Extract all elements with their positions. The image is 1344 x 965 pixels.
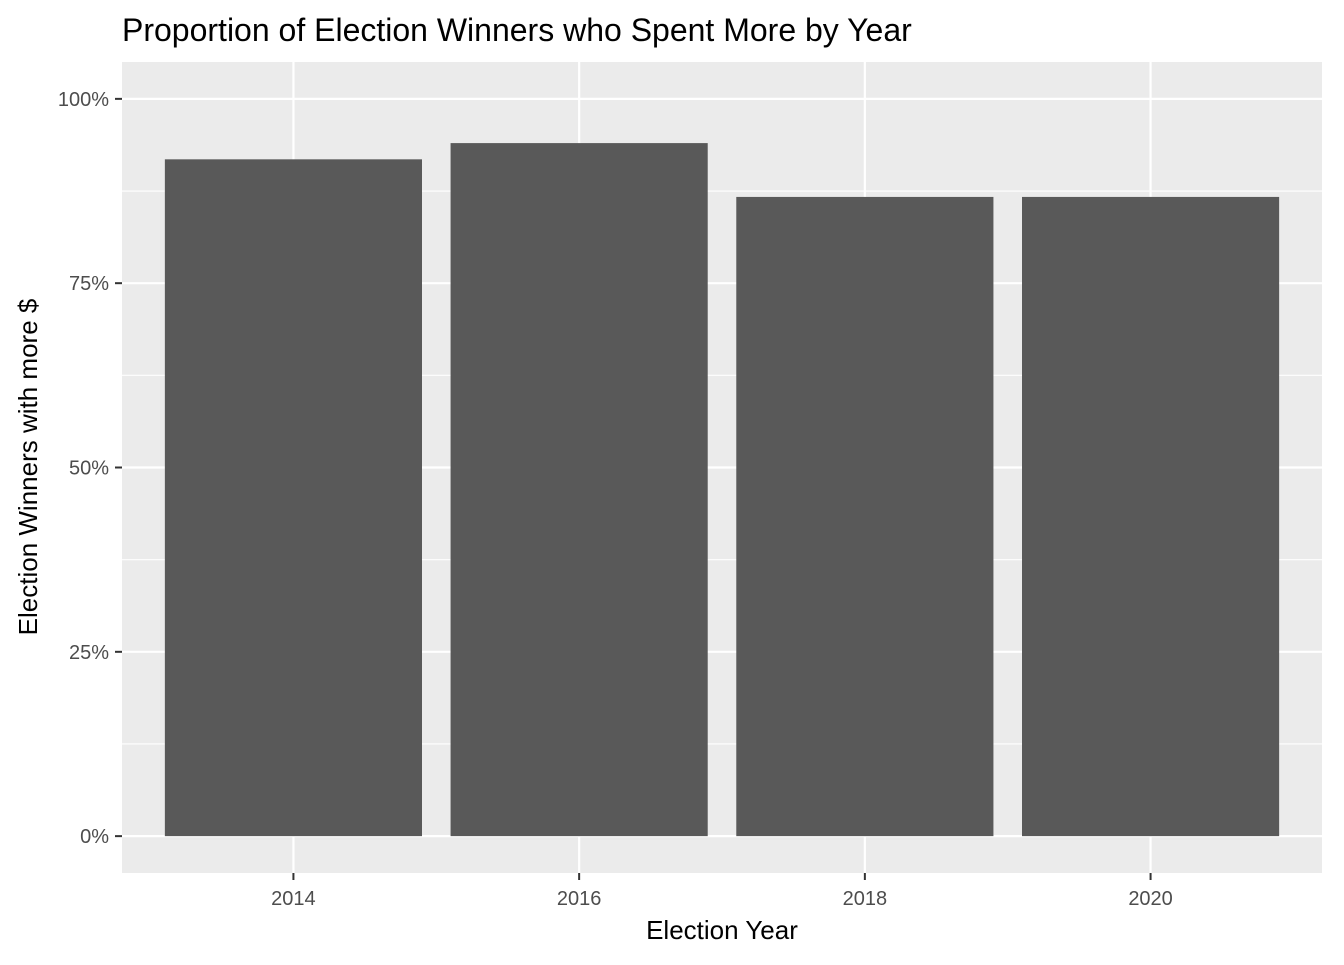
bar-2018 bbox=[736, 196, 994, 837]
y-tick-label: 0% bbox=[80, 826, 109, 848]
x-tick-label: 2018 bbox=[843, 888, 888, 910]
y-tick-label: 25% bbox=[69, 642, 109, 664]
bar-2020 bbox=[1022, 196, 1280, 837]
y-axis-title: Election Winners with more $ bbox=[13, 298, 43, 635]
chart-title: Proportion of Election Winners who Spent… bbox=[122, 12, 912, 48]
y-axis: 0% 25% 50% 75% 100% bbox=[58, 89, 122, 848]
x-tick-label: 2020 bbox=[1128, 888, 1173, 910]
bars bbox=[164, 143, 1280, 837]
bar-2016 bbox=[450, 143, 708, 837]
bar-2014 bbox=[164, 159, 422, 837]
x-tick-label: 2016 bbox=[557, 888, 602, 910]
y-tick-label: 100% bbox=[58, 89, 109, 111]
x-tick-label: 2014 bbox=[271, 888, 316, 910]
x-axis-title: Election Year bbox=[646, 915, 798, 945]
y-tick-label: 75% bbox=[69, 273, 109, 295]
y-tick-label: 50% bbox=[69, 458, 109, 480]
x-axis: 2014 2016 2018 2020 bbox=[271, 873, 1173, 910]
